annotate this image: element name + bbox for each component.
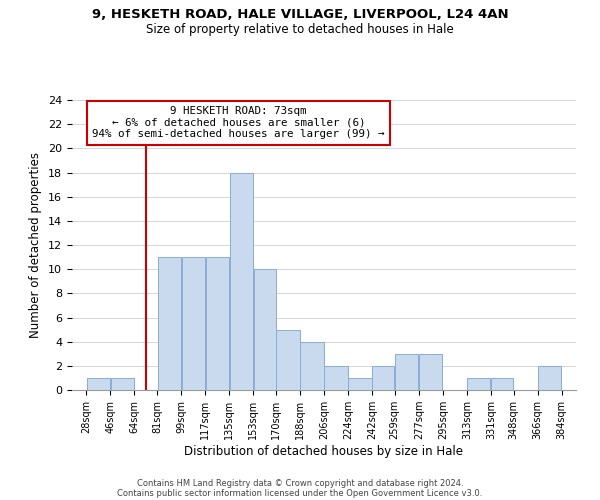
Bar	[87, 378, 110, 390]
Bar	[301, 342, 323, 390]
Bar	[206, 257, 229, 390]
Text: Size of property relative to detached houses in Hale: Size of property relative to detached ho…	[146, 22, 454, 36]
Bar	[230, 172, 253, 390]
Bar	[111, 378, 134, 390]
Bar	[373, 366, 394, 390]
Bar	[395, 354, 418, 390]
Text: 9 HESKETH ROAD: 73sqm
← 6% of detached houses are smaller (6)
94% of semi-detach: 9 HESKETH ROAD: 73sqm ← 6% of detached h…	[92, 106, 385, 139]
Bar	[325, 366, 347, 390]
Bar	[467, 378, 490, 390]
Text: Contains public sector information licensed under the Open Government Licence v3: Contains public sector information licen…	[118, 488, 482, 498]
Bar	[538, 366, 561, 390]
X-axis label: Distribution of detached houses by size in Hale: Distribution of detached houses by size …	[185, 445, 464, 458]
Bar	[419, 354, 442, 390]
Text: 9, HESKETH ROAD, HALE VILLAGE, LIVERPOOL, L24 4AN: 9, HESKETH ROAD, HALE VILLAGE, LIVERPOOL…	[92, 8, 508, 20]
Bar	[254, 269, 275, 390]
Y-axis label: Number of detached properties: Number of detached properties	[29, 152, 43, 338]
Bar	[277, 330, 299, 390]
Bar	[491, 378, 513, 390]
Text: Contains HM Land Registry data © Crown copyright and database right 2024.: Contains HM Land Registry data © Crown c…	[137, 478, 463, 488]
Bar	[349, 378, 371, 390]
Bar	[182, 257, 205, 390]
Bar	[158, 257, 181, 390]
